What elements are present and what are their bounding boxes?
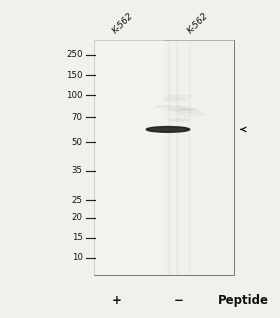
Bar [176,40,179,275]
Ellipse shape [155,106,187,107]
Ellipse shape [179,108,197,110]
Text: 50: 50 [72,138,83,147]
Text: 10: 10 [72,253,83,262]
Text: 15: 15 [72,233,83,242]
Bar [94,40,164,275]
Text: Peptide: Peptide [218,294,269,307]
Ellipse shape [164,98,186,100]
Text: −: − [174,294,184,307]
Text: 25: 25 [72,196,83,205]
Text: 35: 35 [72,166,83,175]
Text: 70: 70 [72,113,83,121]
Text: 150: 150 [66,71,83,80]
Text: 100: 100 [66,91,83,100]
Ellipse shape [169,119,190,121]
Bar [94,40,234,275]
Text: +: + [112,294,122,307]
Text: K-562: K-562 [111,10,136,35]
Ellipse shape [174,110,200,113]
Text: 20: 20 [72,213,83,222]
Text: 250: 250 [66,50,83,59]
Bar [168,40,171,275]
Ellipse shape [146,127,190,132]
Bar [164,40,234,275]
Ellipse shape [166,95,194,97]
Bar [188,40,191,275]
Ellipse shape [167,108,191,110]
Text: K-562: K-562 [185,10,210,35]
